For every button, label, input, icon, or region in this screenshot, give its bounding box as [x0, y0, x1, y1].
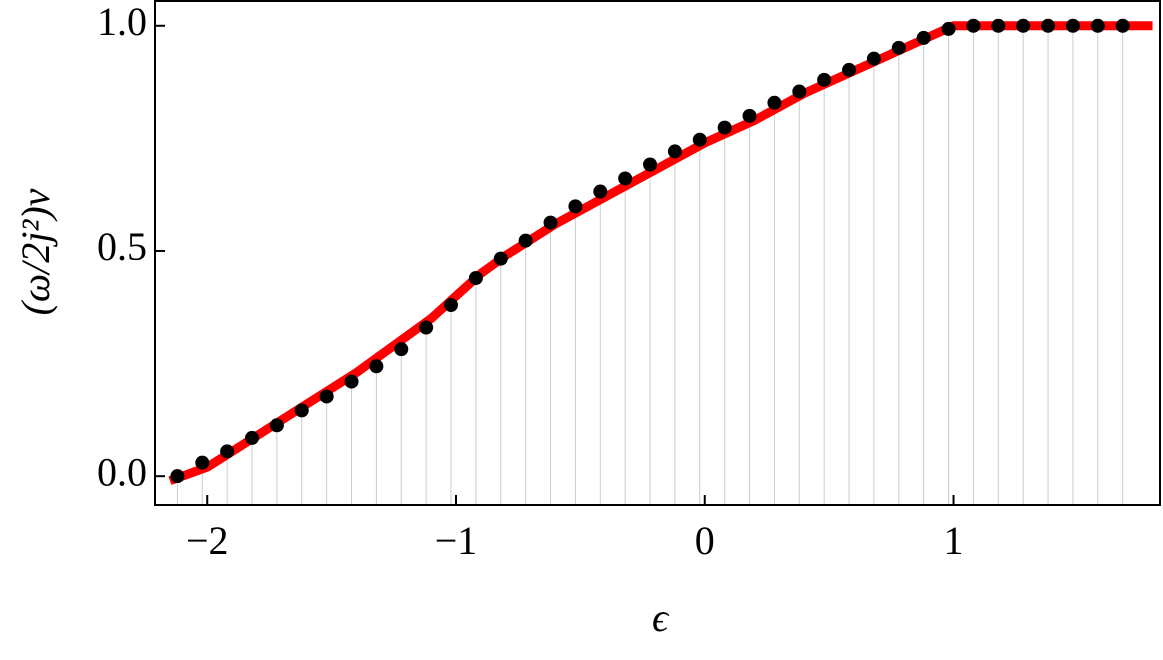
point — [991, 18, 1006, 33]
point — [245, 430, 260, 445]
point — [866, 51, 881, 66]
point — [792, 84, 807, 99]
point — [444, 298, 459, 313]
point — [170, 469, 185, 484]
point — [1065, 18, 1080, 33]
y-tick-label: 1.0 — [97, 0, 147, 44]
point — [468, 270, 483, 285]
x-tick-label: 1 — [944, 518, 964, 563]
point — [667, 144, 682, 159]
point — [767, 95, 782, 110]
point — [742, 108, 757, 123]
point — [518, 233, 533, 248]
point — [195, 455, 210, 470]
curve — [168, 21, 1153, 485]
point — [1016, 18, 1031, 33]
point — [269, 418, 284, 433]
point — [419, 320, 434, 335]
point — [1090, 18, 1105, 33]
point — [369, 359, 384, 374]
x-tick-label: −2 — [186, 518, 229, 563]
point — [1115, 18, 1130, 33]
point — [593, 184, 608, 199]
y-tick-label: 0.0 — [97, 449, 147, 494]
point — [842, 62, 857, 77]
point — [941, 21, 956, 36]
point — [319, 389, 334, 404]
point — [394, 342, 409, 357]
y-axis-label: (ω/2j²)ν — [13, 188, 58, 315]
point — [817, 72, 832, 87]
plot-frame — [154, 0, 1161, 506]
point — [643, 157, 658, 172]
point — [966, 18, 981, 33]
point — [344, 374, 359, 389]
point — [543, 215, 558, 230]
x-tick-label: −1 — [435, 518, 478, 563]
point — [916, 30, 931, 45]
x-axis-label: ϵ — [652, 595, 670, 640]
y-tick-label: 0.5 — [97, 224, 147, 269]
point — [717, 120, 732, 135]
x-tick-label: 0 — [695, 518, 715, 563]
point — [692, 132, 707, 147]
point — [618, 171, 633, 186]
point — [568, 199, 583, 214]
point — [294, 403, 309, 418]
point — [493, 251, 508, 266]
point — [1041, 18, 1056, 33]
point — [891, 40, 906, 55]
point — [220, 444, 235, 459]
